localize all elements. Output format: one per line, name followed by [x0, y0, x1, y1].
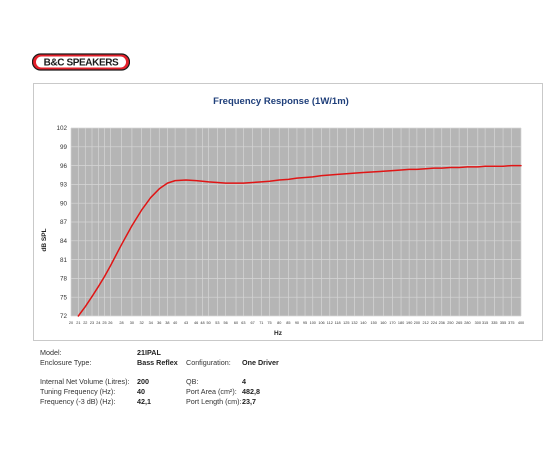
- x-tick-label: 24: [96, 321, 100, 325]
- x-tick-label: 315: [482, 321, 488, 325]
- x-tick-label: 190: [406, 321, 412, 325]
- x-tick-label: 265: [456, 321, 462, 325]
- x-tick-label: 40: [173, 321, 177, 325]
- configuration-label: Configuration:: [186, 358, 231, 367]
- x-tick-label: 80: [277, 321, 281, 325]
- f3-frequency-label: Frequency (-3 dB) (Hz):: [40, 397, 116, 406]
- x-tick-label: 85: [286, 321, 290, 325]
- y-tick-labels: 72 75 78 81 84 87 90 93 96 99 102: [56, 125, 67, 320]
- tuning-frequency-label: Tuning Frequency (Hz):: [40, 387, 116, 396]
- x-tick-label: 112: [327, 321, 333, 325]
- x-tick-label: 106: [318, 321, 324, 325]
- x-tick-label: 32: [139, 321, 143, 325]
- x-tick-label: 34: [149, 321, 153, 325]
- x-tick-label: 280: [464, 321, 470, 325]
- x-tick-label: 375: [508, 321, 514, 325]
- y-tick-label: 81: [60, 257, 68, 264]
- y-tick-label: 84: [60, 238, 68, 245]
- port-area-value: 482,8: [242, 387, 260, 396]
- x-tick-label: 100: [310, 321, 316, 325]
- x-tick-label: 125: [343, 321, 349, 325]
- y-tick-label: 72: [60, 313, 68, 320]
- x-tick-label: 71: [259, 321, 263, 325]
- x-tick-label: 140: [360, 321, 366, 325]
- y-tick-label: 78: [60, 276, 68, 283]
- port-length-value: 23,7: [242, 397, 256, 406]
- enclosure-label: Enclosure Type:: [40, 358, 92, 367]
- volume-value: 200: [137, 377, 149, 386]
- x-tick-label: 300: [475, 321, 481, 325]
- x-tick-label: 36: [157, 321, 161, 325]
- configuration-value: One Driver: [242, 358, 279, 367]
- enclosure-value: Bass Reflex: [137, 358, 178, 367]
- x-tick-label: 22: [83, 321, 87, 325]
- y-tick-label: 75: [60, 294, 68, 301]
- x-tick-label: 150: [370, 321, 376, 325]
- x-tick-label: 26: [108, 321, 112, 325]
- x-tick-label: 30: [130, 321, 134, 325]
- model-value: 21IPAL: [137, 348, 161, 357]
- x-tick-label: 355: [500, 321, 506, 325]
- x-tick-label: 95: [303, 321, 307, 325]
- x-tick-label: 63: [241, 321, 245, 325]
- x-tick-label: 23: [90, 321, 94, 325]
- y-tick-label: 87: [60, 219, 68, 226]
- x-tick-label: 21: [76, 321, 80, 325]
- x-tick-label: 250: [447, 321, 453, 325]
- bc-speakers-logo: B&C SPEAKERS: [32, 53, 130, 71]
- qb-value: 4: [242, 377, 246, 386]
- x-tick-label: 56: [224, 321, 228, 325]
- x-tick-label: 46: [194, 321, 198, 325]
- qb-label: QB:: [186, 377, 199, 386]
- frequency-response-chart: Frequency Response (1W/1m) dB SPL Hz 727…: [41, 96, 524, 337]
- x-tick-label: 160: [380, 321, 386, 325]
- x-tick-label: 200: [414, 321, 420, 325]
- y-tick-label: 93: [60, 182, 68, 189]
- x-tick-label: 212: [422, 321, 428, 325]
- chart-title: Frequency Response (1W/1m): [213, 96, 349, 107]
- x-tick-label: 236: [439, 321, 445, 325]
- port-length-label: Port Length (cm):: [186, 397, 242, 406]
- x-tick-label: 170: [389, 321, 395, 325]
- x-tick-label: 25: [102, 321, 106, 325]
- y-tick-label: 96: [60, 163, 68, 170]
- x-tick-label: 60: [234, 321, 238, 325]
- x-tick-label: 20: [69, 321, 73, 325]
- x-tick-label: 132: [351, 321, 357, 325]
- x-tick-label: 335: [491, 321, 497, 325]
- x-tick-label: 118: [335, 321, 341, 325]
- x-tick-label: 224: [431, 321, 437, 325]
- port-area-label: Port Area (cm²):: [186, 387, 237, 396]
- chart-frame: Frequency Response (1W/1m) dB SPL Hz 72 7…: [33, 83, 543, 341]
- y-tick-label: 90: [60, 200, 68, 207]
- x-tick-labels: 20 21 22 23 24 25 26 28 30 32 34 36 38 40 43 46 48 50 53 56…: [69, 321, 524, 325]
- y-tick-label: 102: [56, 125, 67, 132]
- frequency-response-line: [77, 164, 522, 317]
- x-tick-label: 48: [200, 321, 204, 325]
- x-tick-label: 38: [165, 321, 169, 325]
- f3-frequency-value: 42,1: [137, 397, 151, 406]
- x-tick-label: 53: [215, 321, 219, 325]
- x-tick-label: 400: [518, 321, 524, 325]
- x-tick-label: 90: [295, 321, 299, 325]
- y-axis-label: dB SPL: [41, 228, 48, 251]
- x-tick-label: 180: [398, 321, 404, 325]
- x-tick-label: 28: [119, 321, 123, 325]
- volume-label: Internal Net Volume (Litres):: [40, 377, 130, 386]
- x-axis-label: Hz: [274, 330, 283, 337]
- x-tick-label: 67: [250, 321, 254, 325]
- x-tick-label: 43: [184, 321, 188, 325]
- specs-table: Model: 21IPAL Enclosure Type: Bass Refle…: [40, 348, 520, 418]
- svg-text:B&C SPEAKERS: B&C SPEAKERS: [44, 57, 119, 68]
- tuning-frequency-value: 40: [137, 387, 145, 396]
- x-tick-label: 75: [267, 321, 271, 325]
- model-label: Model:: [40, 348, 62, 357]
- y-tick-label: 99: [60, 144, 68, 151]
- x-tick-label: 50: [207, 321, 211, 325]
